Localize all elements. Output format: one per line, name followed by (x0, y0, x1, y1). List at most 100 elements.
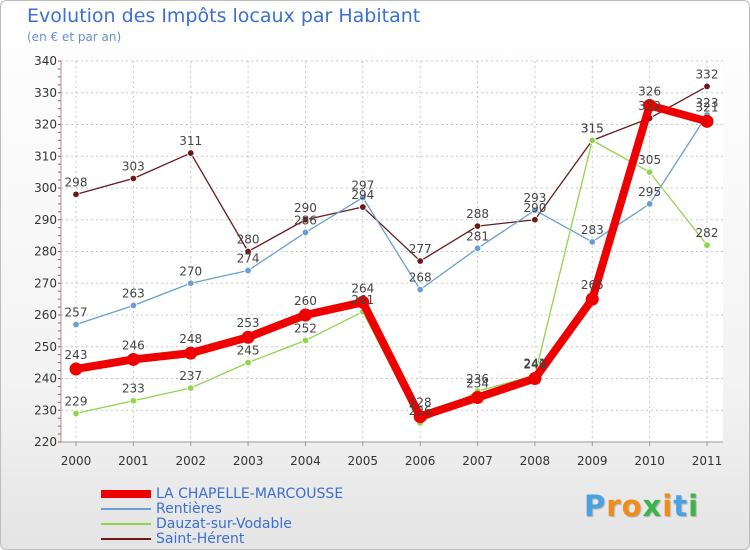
x-tick-label: 2001 (118, 454, 149, 468)
logo-letter: P (584, 489, 607, 523)
data-label: 321 (696, 100, 719, 114)
data-point (129, 397, 138, 405)
legend-swatch (101, 508, 151, 510)
legend-label: Dauzat-sur-Vodable (156, 516, 292, 532)
x-tick-label: 2002 (175, 454, 206, 468)
y-tick-label: 310 (34, 149, 57, 163)
legend-label: Rentières (156, 501, 222, 517)
data-point (126, 352, 140, 366)
data-point (473, 244, 482, 253)
data-label: 270 (179, 264, 202, 278)
data-point (585, 292, 599, 306)
data-label: 297 (351, 179, 374, 193)
data-label: 293 (523, 191, 546, 205)
data-label: 261 (351, 293, 374, 307)
data-label: 237 (179, 369, 202, 383)
data-label: 240 (523, 358, 546, 372)
gridlines (61, 60, 723, 443)
y-tick-label: 320 (34, 118, 57, 132)
data-point (187, 384, 195, 392)
legend-swatch (101, 490, 151, 498)
y-tick-label: 290 (34, 213, 57, 227)
legend-swatch (101, 523, 151, 525)
data-point (187, 279, 195, 287)
series-line-la-chapelle-marcousse (72, 101, 711, 421)
data-point (703, 241, 711, 249)
y-tick-label: 280 (34, 245, 57, 259)
data-label: 305 (638, 153, 661, 167)
data-label: 226 (409, 404, 432, 418)
data-point (72, 409, 80, 418)
logo-letter: o (621, 489, 643, 523)
x-tick-label: 2006 (405, 454, 436, 468)
x-tick-label: 2011 (692, 454, 723, 468)
data-label: 303 (122, 159, 145, 173)
data-label: 290 (523, 201, 546, 215)
logo-letter: i (688, 489, 700, 523)
y-tick-label: 220 (34, 435, 57, 449)
x-tick-label: 2010 (634, 454, 665, 468)
data-point (531, 206, 539, 214)
data-point (359, 203, 367, 211)
data-label: 260 (294, 294, 317, 308)
y-tick-label: 270 (34, 276, 57, 290)
data-point (416, 285, 424, 294)
data-label: 322 (638, 99, 661, 113)
data-point (531, 216, 539, 224)
data-label: 281 (466, 229, 489, 243)
data-point (413, 410, 427, 424)
y-tick-label: 250 (34, 340, 57, 354)
data-label: 282 (696, 226, 719, 240)
data-point (184, 346, 198, 360)
logo-letter: t (673, 489, 689, 523)
data-point (244, 247, 252, 256)
data-label: 280 (237, 233, 260, 247)
data-point (301, 228, 310, 237)
data-label: 315 (581, 121, 604, 135)
data-label: 253 (237, 316, 260, 330)
data-label: 311 (179, 134, 202, 148)
data-label: 265 (581, 278, 604, 292)
data-point (588, 136, 596, 145)
data-point (69, 362, 83, 376)
data-label: 294 (351, 188, 374, 202)
data-point (703, 82, 711, 91)
data-point (72, 320, 80, 329)
data-label: 248 (179, 332, 202, 346)
data-point (301, 216, 310, 224)
data-point (528, 372, 542, 385)
data-label: 252 (294, 321, 317, 335)
legend-label: Saint-Hérent (156, 531, 245, 547)
data-label: 283 (581, 223, 604, 237)
data-point (471, 391, 485, 405)
axes: 220 230 240 250 260 270 280 290 300 310 320 330 340 2… (34, 54, 723, 468)
x-tick-label: 2000 (61, 454, 92, 468)
legend-swatch (101, 538, 151, 540)
y-tick-label: 330 (34, 86, 57, 100)
data-point (359, 193, 367, 202)
x-tick-label: 2005 (348, 454, 379, 468)
y-tick-label: 340 (34, 54, 57, 68)
legend-label: LA CHAPELLE-MARCOUSSE (156, 486, 344, 502)
data-label: 233 (122, 382, 145, 396)
y-tick-label: 230 (34, 403, 57, 417)
data-label: 326 (638, 84, 661, 98)
data-label: 264 (351, 281, 374, 295)
data-point (645, 168, 654, 176)
data-point (473, 222, 482, 230)
data-label: 236 (466, 372, 489, 386)
chart-title: Evolution des Impôts locaux par Habitant (27, 5, 421, 27)
data-label: 245 (237, 344, 260, 358)
data-label: 286 (294, 213, 317, 227)
data-point (241, 330, 255, 344)
data-point (588, 238, 596, 246)
data-label: 257 (65, 306, 88, 320)
x-tick-label: 2004 (290, 454, 321, 468)
data-label: 315 (581, 121, 604, 135)
data-label: 229 (65, 394, 88, 408)
logo-letter: x (642, 489, 663, 523)
data-point (244, 266, 252, 275)
data-label: 288 (466, 207, 489, 221)
